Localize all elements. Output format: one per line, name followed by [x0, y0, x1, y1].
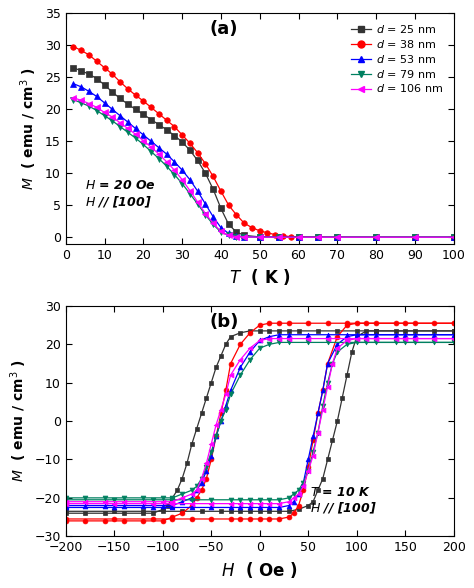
Text: (b): (b): [210, 313, 239, 331]
X-axis label: $T$  ( K ): $T$ ( K ): [229, 267, 291, 287]
Y-axis label: $M$  ( emu / cm$^3$ ): $M$ ( emu / cm$^3$ ): [19, 67, 39, 190]
X-axis label: $H$  ( Oe ): $H$ ( Oe ): [221, 560, 298, 580]
Y-axis label: $M$  ( emu / cm$^3$ ): $M$ ( emu / cm$^3$ ): [9, 360, 29, 482]
Text: (a): (a): [210, 20, 238, 38]
Legend: $d$ = 25 nm, $d$ = 38 nm, $d$ = 53 nm, $d$ = 79 nm, $d$ = 106 nm: $d$ = 25 nm, $d$ = 38 nm, $d$ = 53 nm, $…: [346, 19, 448, 99]
Text: $T$ = 10 K
$H$ // [100]: $T$ = 10 K $H$ // [100]: [310, 486, 377, 516]
Text: $H$ = 20 Oe
$H$ // [100]: $H$ = 20 Oe $H$ // [100]: [85, 179, 156, 209]
